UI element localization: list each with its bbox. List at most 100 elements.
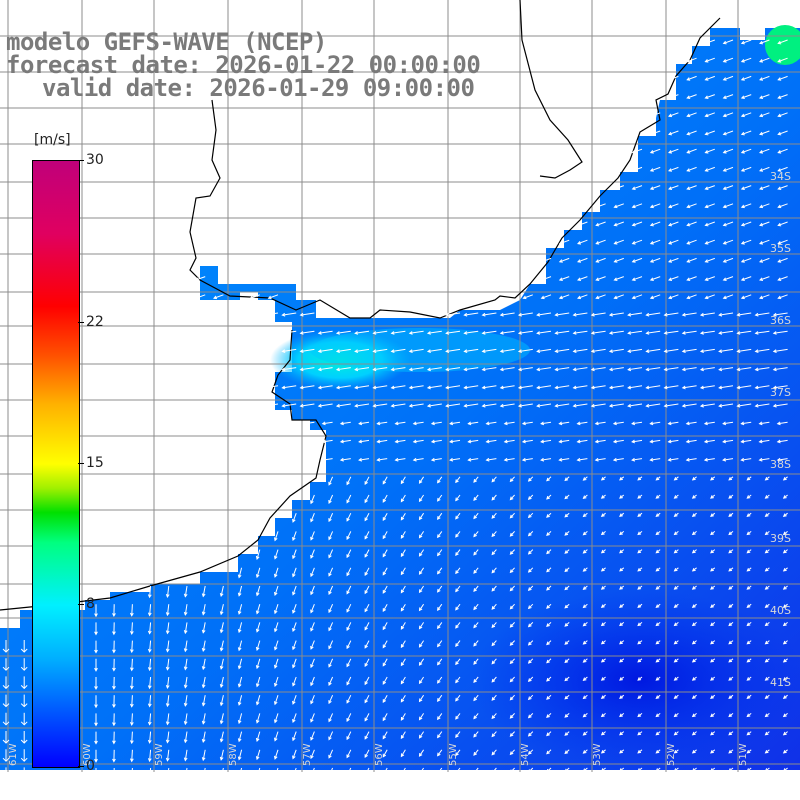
wind-arrow <box>740 439 752 444</box>
colorbar-tick-label: 0 <box>86 758 95 774</box>
wind-arrow <box>645 330 661 335</box>
wind-arrow <box>310 531 315 541</box>
wind-arrow <box>746 694 752 699</box>
wind-arrow <box>655 694 661 699</box>
wind-arrow <box>267 294 279 300</box>
wind-arrow <box>782 749 788 754</box>
wind-arrow <box>572 367 588 372</box>
wind-arrow <box>418 512 425 521</box>
wind-arrow <box>637 603 643 608</box>
wind-arrow <box>758 457 770 462</box>
wind-arrow <box>2 640 10 653</box>
wind-arrow <box>759 166 770 172</box>
wind-arrow <box>540 257 552 263</box>
wind-arrow <box>572 312 588 317</box>
wind-arrow <box>740 75 752 81</box>
wind-arrow <box>317 367 333 372</box>
wind-arrow <box>299 385 315 390</box>
wind-arrow <box>740 457 752 462</box>
wind-arrow <box>129 695 134 708</box>
wind-arrow <box>582 549 588 554</box>
wind-arrow <box>740 421 752 426</box>
wind-arrow <box>509 476 515 483</box>
wind-arrow <box>503 457 515 462</box>
wind-arrow <box>382 767 388 776</box>
wind-arrow <box>147 622 152 635</box>
wind-arrow <box>619 512 625 517</box>
wind-arrow <box>364 494 370 504</box>
wind-arrow <box>503 421 515 426</box>
wind-arrow <box>20 640 28 653</box>
wind-arrow <box>418 676 425 685</box>
wind-arrow <box>455 676 461 684</box>
wind-arrow <box>201 731 206 743</box>
wind-arrow <box>201 695 206 707</box>
wind-arrow <box>667 457 679 462</box>
wind-arrow <box>699 367 715 372</box>
wind-arrow <box>691 767 697 772</box>
wind-arrow <box>558 457 570 462</box>
wind-arrow <box>372 385 388 390</box>
wind-arrow <box>764 640 770 645</box>
wind-arrow <box>572 403 588 408</box>
wind-arrow <box>673 676 679 681</box>
wind-arrow <box>382 731 388 740</box>
wind-arrow <box>382 531 388 540</box>
wind-arrow <box>686 203 697 209</box>
wind-arrow <box>263 403 279 408</box>
wind-arrow <box>346 512 352 522</box>
wind-arrow <box>655 585 661 590</box>
wind-arrow <box>600 531 606 536</box>
wind-arrow <box>619 494 625 499</box>
wind-arrow <box>746 494 752 499</box>
wind-arrow <box>2 694 10 708</box>
wind-arrow <box>437 512 443 520</box>
wind-arrow <box>509 585 515 592</box>
wind-arrow <box>764 567 770 572</box>
wind-arrow <box>112 622 116 636</box>
wind-arrow <box>491 731 497 738</box>
wind-arrow <box>728 585 734 590</box>
wind-arrow <box>473 713 479 720</box>
wind-arrow <box>681 403 697 408</box>
wind-arrow <box>772 403 788 408</box>
wind-arrow <box>637 658 643 663</box>
wind-arrow <box>637 749 643 754</box>
wind-arrow <box>237 585 243 597</box>
wind-arrow <box>637 731 643 736</box>
colorbar-unit: [m/s] <box>34 132 71 148</box>
wind-arrow <box>546 567 552 573</box>
wind-arrow <box>400 622 406 630</box>
wind-arrow <box>20 731 28 744</box>
wind-arrow <box>517 330 533 335</box>
wind-arrow <box>663 403 679 408</box>
wind-arrow <box>183 658 188 671</box>
wind-arrow <box>613 221 624 227</box>
wind-arrow <box>564 585 570 591</box>
wind-arrow <box>782 731 788 736</box>
wind-arrow <box>94 677 98 691</box>
wind-arrow <box>782 585 788 590</box>
wind-arrow <box>764 494 770 499</box>
wind-arrow <box>637 694 643 699</box>
wind-arrow <box>310 567 315 578</box>
wind-arrow <box>509 494 515 501</box>
wind-arrow <box>346 585 352 595</box>
wind-arrow <box>335 348 351 353</box>
wind-arrow <box>491 676 497 683</box>
wind-arrow <box>637 640 643 645</box>
wind-arrow <box>777 221 788 227</box>
wind-arrow <box>499 403 515 408</box>
wind-arrow <box>564 603 570 609</box>
wind-arrow <box>299 348 315 353</box>
wind-arrow <box>759 94 770 99</box>
wind-arrow <box>613 185 624 190</box>
wind-arrow <box>372 348 388 353</box>
wind-arrow <box>509 549 515 555</box>
wind-arrow <box>582 476 588 481</box>
wind-arrow <box>777 203 788 209</box>
wind-arrow <box>317 385 333 390</box>
wind-arrow <box>754 403 770 408</box>
wind-arrow <box>619 549 625 554</box>
wind-arrow <box>710 640 716 645</box>
